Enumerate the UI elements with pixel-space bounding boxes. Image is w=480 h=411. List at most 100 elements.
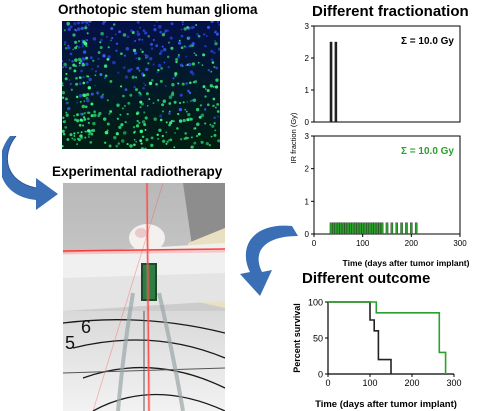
cell-dot <box>168 110 171 113</box>
fraction-bar <box>334 222 338 235</box>
cell-dot <box>144 84 147 87</box>
cell-dot <box>62 96 65 99</box>
cell-dot <box>145 92 149 96</box>
cell-dot <box>214 85 219 89</box>
cell-dot <box>73 138 76 141</box>
cell-dot <box>163 61 166 64</box>
y-tick-label: 50 <box>313 334 323 344</box>
cell-dot <box>150 143 154 148</box>
cell-dot <box>90 92 94 96</box>
cell-dot <box>173 146 176 149</box>
cell-dot <box>140 142 143 145</box>
cell-dot <box>208 143 212 147</box>
x-tick-label: 300 <box>453 239 467 248</box>
cell-dot <box>136 66 140 70</box>
cell-dot <box>102 93 104 96</box>
cell-dot <box>124 75 129 79</box>
cell-dot <box>191 42 195 46</box>
cell-dot <box>90 114 94 118</box>
fractionation-panel-frame <box>313 25 461 123</box>
cell-dot <box>80 131 83 134</box>
cell-dot <box>170 46 174 50</box>
cell-dot <box>62 60 64 63</box>
cell-dot <box>66 138 70 141</box>
cell-dot <box>152 102 155 105</box>
cell-dot <box>161 33 166 37</box>
cell-dot <box>72 63 76 67</box>
cell-dot <box>187 36 191 40</box>
cell-dot <box>126 112 129 116</box>
cell-dot <box>167 41 171 44</box>
cell-dot <box>76 101 79 104</box>
cell-dot <box>162 47 167 52</box>
cell-dot <box>80 137 83 140</box>
cell-dot <box>86 98 90 103</box>
cell-dot <box>148 98 151 101</box>
cell-dot <box>171 83 175 87</box>
cell-dot <box>177 82 180 85</box>
cell-dot <box>165 142 168 145</box>
cell-dot <box>73 135 76 137</box>
cell-dot <box>193 141 197 145</box>
cell-dot <box>133 130 137 134</box>
fraction-bar <box>334 41 338 123</box>
cell-dot <box>112 23 116 26</box>
cell-dot <box>164 85 167 87</box>
cell-dot <box>151 79 154 82</box>
cell-dot <box>77 138 81 142</box>
cell-dot <box>173 120 175 122</box>
cell-dot <box>129 93 133 97</box>
fraction-bar <box>344 222 347 235</box>
cell-dot <box>63 62 67 67</box>
cell-dot <box>94 84 96 87</box>
cell-dot <box>76 119 80 123</box>
cell-dot <box>120 85 123 88</box>
cell-dot <box>172 77 175 80</box>
cell-dot <box>161 110 165 113</box>
cell-dot <box>78 94 83 98</box>
cell-dot <box>183 27 187 31</box>
cell-dot <box>69 133 73 137</box>
cell-dot <box>111 37 114 40</box>
cell-dot <box>144 116 148 120</box>
cell-dot <box>92 59 95 62</box>
cell-dot <box>139 93 142 96</box>
cell-dot <box>216 21 220 24</box>
cell-dot <box>136 119 139 123</box>
cell-dot <box>63 40 67 44</box>
cell-dot <box>139 129 144 134</box>
cell-dot <box>115 42 119 45</box>
cell-dot <box>62 66 64 68</box>
cell-dot <box>218 47 220 51</box>
cell-dot <box>133 143 136 147</box>
cell-dot <box>116 117 120 120</box>
cell-dot <box>135 140 138 143</box>
cell-dot <box>65 113 69 117</box>
cell-dot <box>135 57 138 60</box>
cell-dot <box>174 132 176 134</box>
y-tick-label: 0 <box>318 370 323 380</box>
cell-dot <box>66 21 70 26</box>
cell-dot <box>149 57 153 61</box>
cell-dot <box>185 82 189 85</box>
cell-dot <box>137 57 141 61</box>
cell-dot <box>213 65 216 69</box>
cell-dot <box>217 139 220 143</box>
cell-dot <box>67 46 71 50</box>
cell-dot <box>85 56 89 60</box>
cell-dot <box>62 84 64 87</box>
cell-dot <box>108 144 112 148</box>
cell-dot <box>139 106 142 109</box>
cell-dot <box>186 118 190 122</box>
cell-dot <box>78 64 81 67</box>
cell-dot <box>183 45 186 48</box>
cell-dot <box>157 137 160 140</box>
cell-dot <box>77 40 81 43</box>
cell-dot <box>202 85 206 89</box>
cell-dot <box>187 89 190 93</box>
cell-dot <box>139 139 143 143</box>
cell-dot <box>175 58 179 61</box>
cell-dot <box>134 88 139 92</box>
x-tick-label: 0 <box>312 239 317 248</box>
cell-dot <box>142 29 146 32</box>
